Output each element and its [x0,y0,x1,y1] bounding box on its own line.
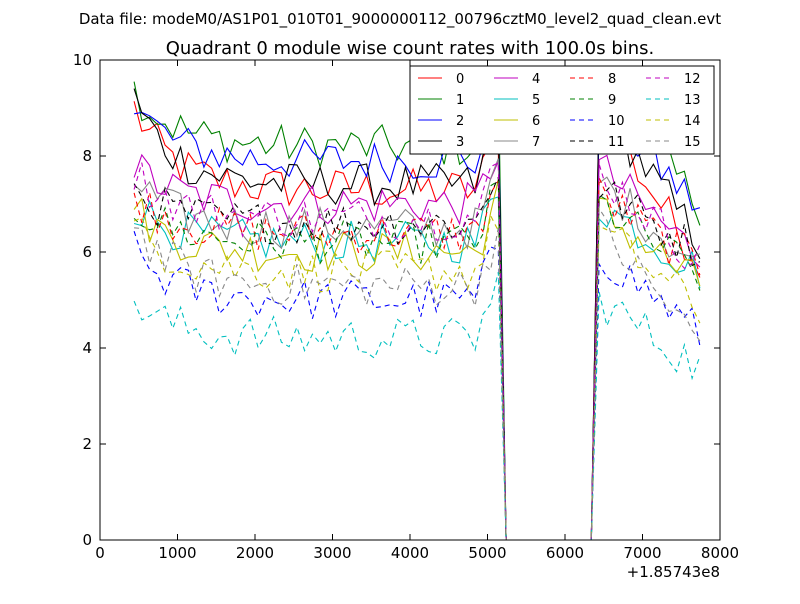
y-tick-label: 10 [73,51,92,69]
x-tick-label: 6000 [546,544,584,562]
legend-label-4: 4 [532,72,540,87]
x-tick-label: 3000 [313,544,351,562]
series-line-12 [133,161,701,540]
series-line-15 [134,206,701,540]
series-lines [133,75,701,540]
x-tick-label: 1000 [158,544,196,562]
x-tick-label: 5000 [468,544,506,562]
legend-label-2: 2 [456,114,464,129]
legend-label-5: 5 [532,93,540,108]
x-tick-label: 8000 [701,544,739,562]
series-line-13 [133,271,701,540]
legend-label-10: 10 [608,114,625,129]
legend-label-3: 3 [456,135,464,150]
y-tick-label: 0 [82,531,92,549]
legend-label-12: 12 [684,72,701,87]
legend-label-11: 11 [608,135,625,150]
chart-title: Quadrant 0 module wise count rates with … [166,38,655,59]
x-offset-label: +1.85743e8 [627,563,720,581]
legend-label-9: 9 [608,93,616,108]
y-tick-label: 4 [82,339,92,357]
x-tick-label: 4000 [391,544,429,562]
series-line-14 [133,213,701,540]
legend-label-13: 13 [684,93,701,108]
legend-label-1: 1 [456,93,464,108]
y-tick-label: 8 [82,147,92,165]
y-tick-label: 2 [82,435,92,453]
series-line-11 [133,177,701,540]
legend-label-0: 0 [456,72,464,87]
plot-area: 0 1000 2000 3000 4000 5000 6000 7000 80000246810… [73,51,739,562]
series-line-5 [133,196,701,540]
legend-label-7: 7 [532,135,540,150]
series-line-2 [134,94,701,540]
legend-label-8: 8 [608,72,616,87]
y-tick-label: 6 [82,243,92,261]
series-line-7 [133,158,701,540]
legend-box [409,65,715,155]
legend-label-15: 15 [684,135,701,150]
data-file-header: Data file: modeM0/AS1P01_010T01_90000001… [79,10,721,29]
legend-label-6: 6 [532,114,540,129]
series-line-3 [133,88,701,540]
legend-label-14: 14 [684,114,701,129]
series-line-9 [133,179,701,540]
series-line-10 [133,231,701,540]
series-line-6 [133,179,701,540]
x-tick-label: 2000 [236,544,274,562]
series-line-4 [133,153,701,540]
x-tick-label: 0 [95,544,105,562]
x-tick-label: 7000 [623,544,661,562]
